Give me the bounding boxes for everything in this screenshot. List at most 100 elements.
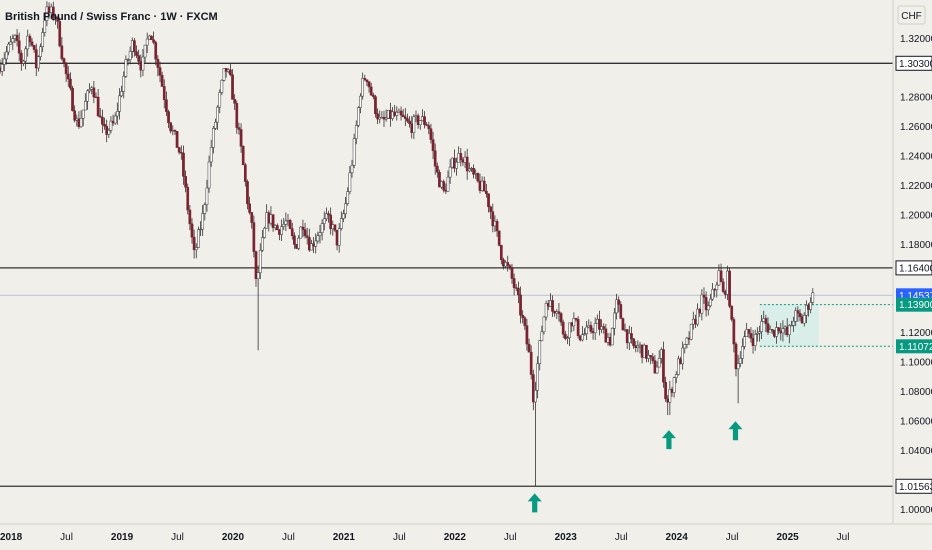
candle-body (361, 78, 365, 97)
candle-body (143, 44, 147, 58)
candle-body (320, 223, 324, 233)
candle-body (470, 167, 473, 170)
candle-body (549, 300, 552, 307)
level-badge-bg (895, 260, 932, 276)
candle-body (201, 213, 205, 230)
candle-body (237, 127, 241, 130)
candle-body (685, 337, 689, 345)
candle-body (218, 92, 222, 108)
candle-body (423, 116, 426, 125)
x-tick-label: 2019 (111, 532, 134, 543)
candle-body (75, 118, 79, 121)
candle-body (728, 270, 731, 307)
x-tick-label: Jul (282, 532, 295, 543)
candle-body (37, 56, 40, 69)
candle-body (382, 116, 386, 120)
candle-body (79, 117, 83, 128)
candle-body (557, 311, 561, 314)
candle-body (770, 329, 774, 331)
candle-body (81, 109, 85, 119)
candle-body (64, 62, 68, 75)
candle-body (613, 312, 616, 329)
candle-body (517, 287, 520, 296)
candle-body (704, 297, 708, 311)
candle-body (493, 221, 497, 227)
candle-body (211, 128, 215, 148)
candle-body (792, 321, 795, 326)
candle-body (92, 87, 96, 98)
candle-body (758, 331, 761, 334)
currency-box[interactable] (897, 5, 926, 25)
candle-body (664, 381, 667, 400)
candle-body (467, 168, 471, 172)
x-tick-label: Jul (726, 532, 739, 543)
candle-body (58, 21, 62, 47)
candle-body (730, 305, 734, 320)
candle-body (269, 214, 273, 224)
candle-body (794, 310, 798, 322)
candle-body (527, 343, 531, 353)
candle-body (640, 344, 644, 358)
candle-body (395, 112, 399, 116)
x-tick-label: Jul (504, 532, 517, 543)
range-bottom-badge-bg (896, 339, 932, 354)
candle-body (721, 281, 725, 292)
candle-body (32, 45, 36, 50)
candle-body (659, 349, 663, 359)
candle-body (175, 131, 179, 148)
candle-body (267, 212, 271, 224)
candle-body (553, 311, 557, 314)
candle-body (805, 304, 808, 316)
candle-body (214, 121, 217, 129)
candle-body (299, 226, 303, 239)
time-axis[interactable] (0, 524, 932, 550)
candle-body (561, 321, 565, 335)
candle-body (617, 299, 621, 305)
candle-body (94, 96, 98, 98)
candle-body (581, 334, 584, 341)
candle-body (177, 147, 181, 153)
candle-body (207, 161, 211, 189)
candle-body (435, 165, 439, 173)
candle-body (702, 294, 706, 298)
level-badge-label: 1.30300 (899, 59, 932, 70)
candle-body (800, 316, 804, 324)
candle-body (429, 128, 433, 140)
candle-body (653, 360, 657, 374)
candle-body (785, 326, 789, 335)
candle-body (335, 229, 339, 246)
candle-body (598, 318, 601, 330)
candle-body (595, 318, 599, 324)
candle-body (293, 235, 296, 245)
candle-body (753, 334, 757, 346)
currency-label: CHF (901, 11, 922, 22)
candle-body (578, 335, 582, 341)
candle-body (56, 16, 59, 22)
candle-body (747, 329, 751, 334)
candle-body (399, 110, 403, 116)
candle-body (779, 330, 783, 334)
candle-body (369, 86, 373, 96)
candle-body (559, 313, 563, 323)
candle-body (216, 106, 219, 123)
candle-body (502, 259, 505, 267)
candle-body (365, 79, 369, 82)
candle-body (585, 326, 589, 334)
candle-body (43, 20, 47, 33)
candle-body (551, 300, 554, 312)
candle-body (700, 294, 704, 314)
y-tick-label: 1.28000 (900, 93, 932, 104)
candle-body (655, 366, 659, 374)
candle-body (768, 329, 772, 333)
candle-body (231, 74, 234, 100)
candle-body (713, 289, 717, 291)
candle-body (787, 325, 791, 335)
candle-body (681, 347, 685, 365)
candle-body (534, 389, 537, 403)
candle-body (604, 328, 608, 343)
candle-body (621, 318, 625, 331)
candle-body (199, 228, 202, 231)
candle-body (668, 389, 672, 403)
